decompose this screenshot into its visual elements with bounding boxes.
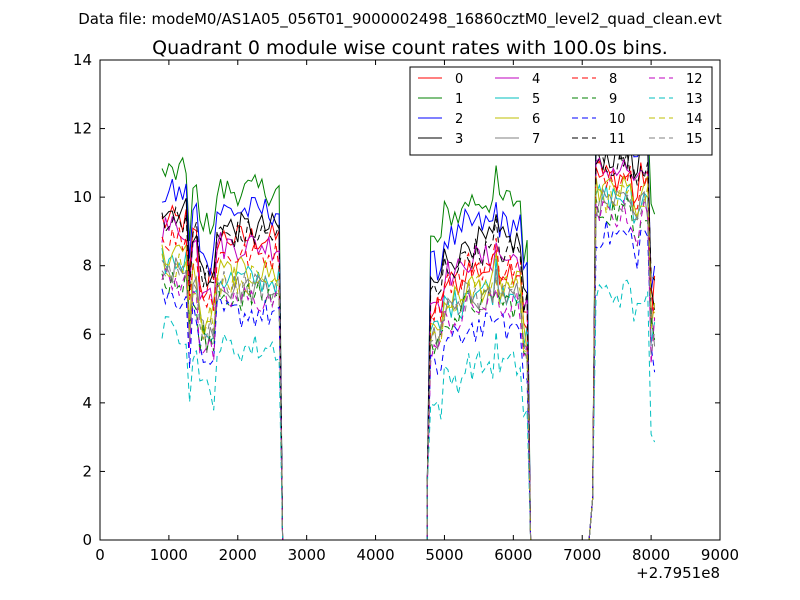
series-line-4 [161, 157, 656, 541]
legend-label-7: 7 [532, 132, 540, 147]
series-line-5 [161, 183, 656, 541]
legend-label-10: 10 [609, 112, 626, 127]
chart-title: Quadrant 0 module wise count rates with … [152, 37, 668, 59]
series-line-11 [161, 151, 656, 541]
y-tick-label: 10 [73, 188, 92, 206]
legend-label-12: 12 [686, 72, 703, 87]
series-line-9 [161, 196, 656, 541]
x-tick-label: 6000 [494, 546, 532, 564]
series-line-15 [161, 193, 656, 541]
legend-label-3: 3 [455, 132, 463, 147]
y-tick-label: 6 [82, 325, 92, 343]
legend-label-2: 2 [455, 112, 463, 127]
legend-label-13: 13 [686, 92, 703, 107]
series-line-7 [161, 187, 656, 541]
figure-title: Data file: modeM0/AS1A05_056T01_90000024… [78, 10, 722, 29]
x-tick-label: 5000 [425, 546, 463, 564]
legend-label-0: 0 [455, 72, 463, 87]
legend-label-4: 4 [532, 72, 540, 87]
x-tick-label: 2000 [219, 546, 257, 564]
y-tick-label: 0 [82, 531, 92, 549]
series-line-8 [161, 160, 656, 541]
y-tick-label: 12 [73, 120, 92, 138]
series-layer [161, 94, 656, 541]
x-tick-label: 8000 [632, 546, 670, 564]
series-line-0 [161, 162, 656, 541]
tick-layer: 0 1000 2000 3000 4000 5000 6000 7000 8000 9000 0 2 4… [73, 51, 739, 564]
y-tick-label: 4 [82, 394, 92, 412]
series-line-10 [161, 220, 656, 541]
series-line-1 [161, 94, 656, 541]
x-tick-label: 3000 [288, 546, 326, 564]
y-tick-label: 2 [82, 462, 92, 480]
plot-frame [99, 59, 721, 541]
legend-label-8: 8 [609, 72, 617, 87]
legend-label-11: 11 [609, 132, 626, 147]
x-tick-label: 1000 [150, 546, 188, 564]
legend-label-5: 5 [532, 92, 540, 107]
legend-label-1: 1 [455, 92, 463, 107]
legend-label-14: 14 [686, 112, 703, 127]
y-tick-label: 8 [82, 257, 92, 275]
legend-frame [409, 66, 713, 156]
y-tick-label: 14 [73, 51, 92, 69]
x-offset-label: +2.7951e8 [636, 564, 720, 582]
series-line-13 [161, 279, 656, 541]
x-tick-label: 7000 [563, 546, 601, 564]
legend-label-6: 6 [532, 112, 540, 127]
series-line-3 [161, 139, 656, 541]
x-tick-label: 4000 [356, 546, 394, 564]
series-line-2 [161, 128, 656, 541]
x-tick-label: 0 [95, 546, 105, 564]
series-line-6 [161, 175, 656, 541]
legend-label-9: 9 [609, 92, 617, 107]
series-line-14 [161, 184, 656, 541]
legend-label-15: 15 [686, 132, 703, 147]
x-tick-label: 9000 [701, 546, 739, 564]
series-line-12 [161, 199, 656, 541]
